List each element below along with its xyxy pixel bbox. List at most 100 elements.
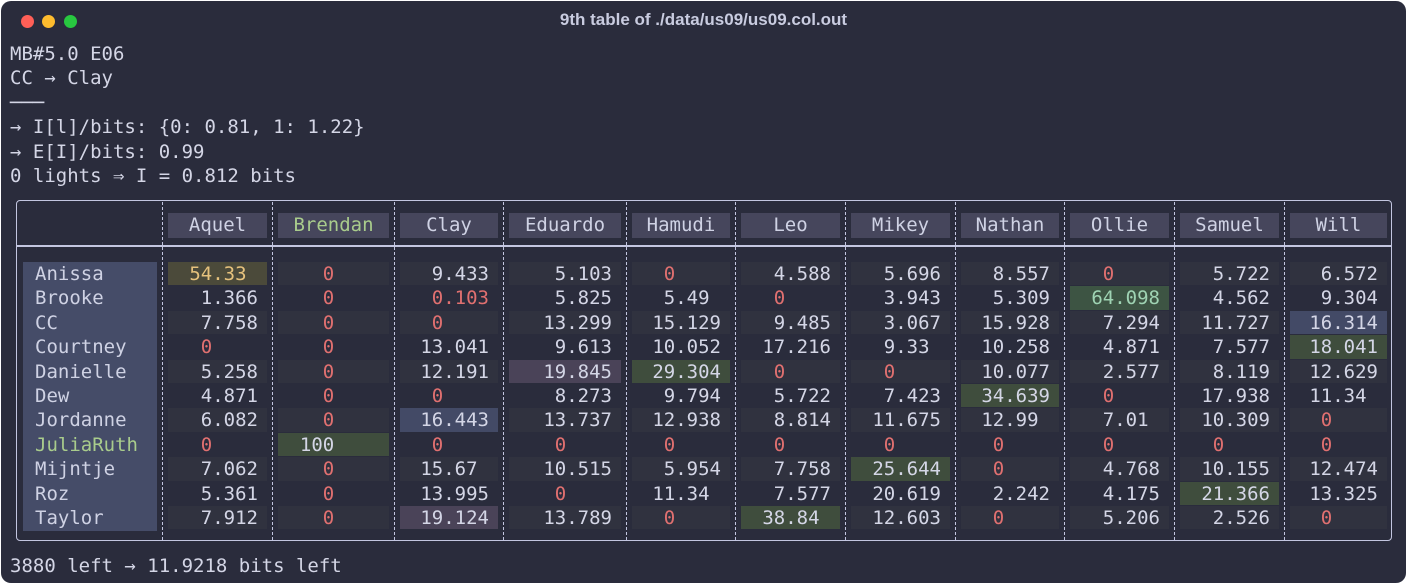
table-cell: 5.206: [1070, 506, 1169, 530]
column-separator: [626, 202, 627, 540]
output-line: 0 lights ⇒ I = 0.812 bits: [10, 165, 296, 187]
row-name: CC: [35, 311, 58, 334]
table-cell: 0: [278, 408, 389, 432]
column-header: Hamudi: [632, 213, 730, 238]
table-cell: 15.129: [632, 310, 730, 335]
table-cell: 19.124: [400, 506, 498, 530]
table-cell: 9.433: [400, 262, 498, 286]
table-cell: 0: [431, 433, 444, 456]
row-name: Anissa: [35, 263, 104, 285]
table-cell: 5.696: [851, 262, 950, 286]
table-cell: 13.737: [509, 408, 621, 432]
table-cell: 0: [663, 433, 676, 456]
table-cell: 0: [961, 506, 1059, 530]
column-header: Will: [1290, 213, 1387, 238]
table-cell: 10.309: [1180, 408, 1279, 432]
table-cell: 7.577: [773, 482, 831, 505]
table-cell: 29.304: [632, 359, 730, 383]
table-cell: 12.99: [961, 408, 1059, 432]
table-cell: 9.794: [663, 385, 721, 407]
zoom-button[interactable]: [64, 15, 77, 28]
table-cell: 13.299: [509, 310, 621, 335]
table-cell: 12.938: [632, 408, 730, 432]
table-cell: 5.722: [773, 385, 831, 407]
table-cell: 15.928: [961, 310, 1059, 335]
table-cell: 0: [883, 433, 896, 456]
close-button[interactable]: [21, 15, 34, 28]
table-cell: 4.768: [1070, 457, 1169, 481]
table-cell: 7.062: [168, 457, 267, 481]
table-cell: 0: [322, 482, 335, 505]
row-name: Jordanne: [35, 409, 127, 432]
table-cell: 0: [278, 359, 389, 383]
table-cell: 34.639: [961, 384, 1059, 408]
table-cell: 5.722: [1180, 262, 1279, 286]
table-cell: 0: [851, 359, 950, 383]
header-rule: [16, 245, 1392, 247]
table-cell: 5.258: [168, 359, 267, 383]
table-cell: 7.758: [168, 310, 267, 335]
table-cell: 64.098: [1070, 286, 1169, 310]
column-separator: [162, 202, 163, 540]
table-cell: 0: [632, 506, 730, 530]
table-cell: 0: [322, 385, 335, 407]
table-cell: 12.474: [1290, 457, 1387, 481]
table-cell: 1.366: [200, 287, 258, 310]
table-cell: 19.845: [509, 359, 621, 383]
table-cell: 5.103: [509, 262, 621, 286]
table-cell: 20.619: [872, 482, 941, 505]
table-cell: 9.613: [554, 336, 612, 359]
window-title: 9th table of ./data/us09/us09.col.out: [559, 10, 848, 29]
table-cell: 0: [278, 310, 389, 335]
table-cell: 0: [632, 262, 730, 286]
table-cell: 8.814: [741, 408, 840, 432]
table-cell: 10.258: [981, 336, 1050, 359]
footer-line: 3880 left → 11.9218 bits left: [10, 555, 342, 577]
table-cell: 4.175: [1102, 482, 1160, 505]
table-cell: 5.825: [554, 287, 612, 310]
column-header: Ollie: [1070, 213, 1169, 238]
table-cell: 6.082: [168, 408, 267, 432]
column-header: Mikey: [851, 213, 950, 238]
row-name: Courtney: [35, 336, 127, 359]
column-separator: [845, 202, 846, 540]
table-cell: 0: [554, 433, 567, 456]
table-cell: 3.943: [883, 287, 941, 310]
table-cell: 3.067: [851, 310, 950, 335]
table-cell: 0: [322, 336, 335, 359]
table-cell: 0: [961, 457, 1059, 481]
table-cell: 38.84: [741, 506, 840, 530]
table-cell: 16.443: [400, 408, 498, 432]
table-cell: 6.572: [1290, 262, 1387, 286]
table-cell: 25.644: [851, 457, 950, 481]
table-cell: 0: [322, 287, 335, 310]
table-cell: 2.577: [1070, 359, 1169, 383]
table-border: [16, 200, 1392, 541]
table-cell: 10.155: [1180, 457, 1279, 481]
table-cell: 0: [1212, 433, 1225, 456]
table-cell: 0: [1320, 433, 1333, 456]
column-header: Brendan: [278, 213, 389, 238]
table-cell: 0: [200, 433, 213, 456]
table-cell: 10.077: [961, 359, 1059, 383]
column-separator: [1174, 202, 1175, 540]
table-cell: 0: [200, 336, 213, 359]
row-name: Dew: [35, 385, 70, 407]
table-cell: 0: [1290, 408, 1387, 432]
table-cell: 7.577: [1212, 336, 1270, 359]
table-cell: 0: [278, 262, 389, 286]
table-cell: 0: [1102, 433, 1115, 456]
table-cell: 2.526: [1180, 506, 1279, 530]
table-cell: 17.216: [762, 336, 831, 359]
column-header: Eduardo: [509, 213, 621, 238]
table-cell: 0: [1102, 385, 1115, 407]
column-header: Nathan: [961, 213, 1059, 238]
minimize-button[interactable]: [42, 15, 55, 28]
table-cell: 11.675: [851, 408, 950, 432]
table-cell: 0: [1070, 262, 1169, 286]
column-separator: [1284, 202, 1285, 540]
row-name: Mijntje: [35, 458, 116, 481]
column-separator: [272, 202, 273, 540]
table-cell: 7.01: [1070, 408, 1169, 432]
table-cell: 4.871: [200, 385, 258, 407]
